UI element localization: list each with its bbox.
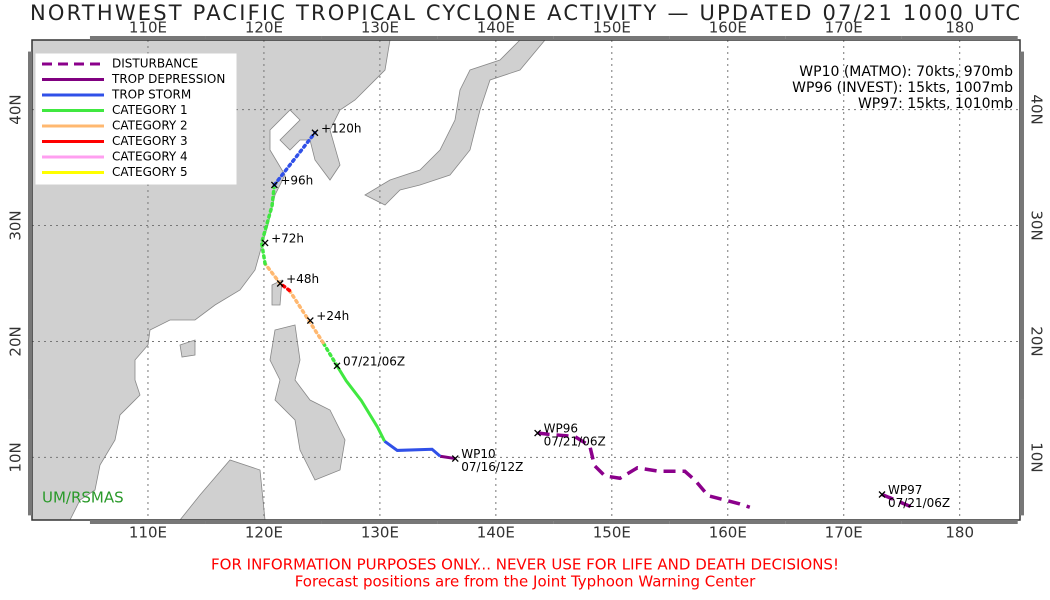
- lat-label-right: 30N: [1028, 210, 1046, 240]
- frame-tick: [669, 520, 786, 524]
- track-segment: [287, 288, 325, 345]
- lon-label-top: 120E: [245, 19, 283, 37]
- frame-tick: [437, 36, 554, 40]
- track-label: WP96: [544, 422, 578, 436]
- storm-info: WP97: 15kts, 1010mb: [858, 96, 1013, 112]
- position-marker: [534, 429, 542, 437]
- lat-label-right: 10N: [1028, 442, 1046, 472]
- philippines: [269, 324, 346, 481]
- lon-label-bottom: 180: [945, 524, 974, 542]
- legend-label: CATEGORY 2: [112, 119, 188, 133]
- legend-label: DISTURBANCE: [112, 57, 198, 71]
- frame-tick: [437, 520, 554, 524]
- track-segment: [272, 131, 317, 187]
- frame-tick: [28, 283, 32, 400]
- track-label: WP10: [461, 447, 495, 461]
- footer-note: Forecast positions are from the Joint Ty…: [295, 573, 756, 591]
- frame-tick: [205, 36, 322, 40]
- frame-tick: [321, 520, 438, 524]
- lon-label-bottom: 160E: [709, 524, 747, 542]
- frame-tick: [785, 36, 902, 40]
- lon-label-top: 160E: [709, 19, 747, 37]
- lon-label-top: 140E: [477, 19, 515, 37]
- footer-note: FOR INFORMATION PURPOSES ONLY... NEVER U…: [211, 556, 839, 574]
- track-label: 07/21/06Z: [888, 496, 950, 510]
- track-segment: [383, 439, 442, 458]
- frame-tick: [1020, 51, 1024, 168]
- frame-tick: [1020, 167, 1024, 284]
- lon-label-top: 150E: [593, 19, 631, 37]
- position-marker: [333, 362, 341, 370]
- frame-tick: [28, 51, 32, 168]
- legend-label: TROP STORM: [111, 88, 191, 102]
- position-marker: [261, 239, 269, 247]
- lon-label-top: 170E: [825, 19, 863, 37]
- track-segment: [439, 454, 456, 461]
- position-marker: [306, 317, 314, 325]
- lon-label-bottom: 110E: [129, 524, 167, 542]
- storm-info: WP10 (MATMO): 70kts, 970mb: [799, 64, 1013, 80]
- lat-label-left: 20N: [7, 326, 25, 356]
- frame-tick: [553, 36, 670, 40]
- track-label: +48h: [286, 272, 319, 286]
- frame-tick: [321, 36, 438, 40]
- legend-label: CATEGORY 4: [112, 150, 188, 164]
- watermark: UM/RSMAS: [42, 489, 124, 507]
- track-label: +120h: [321, 121, 362, 135]
- frame-tick: [28, 399, 32, 516]
- track-label: 07/21/06Z: [544, 435, 606, 449]
- lon-label-top: 130E: [361, 19, 399, 37]
- lat-label-right: 40N: [1028, 94, 1046, 124]
- legend-label: CATEGORY 1: [112, 103, 188, 117]
- track-label: WP97: [888, 483, 922, 497]
- track-segment: [537, 431, 751, 509]
- frame-tick: [205, 520, 322, 524]
- track-label: 07/21/06Z: [343, 354, 405, 368]
- position-marker: [311, 129, 319, 137]
- track-segment: [881, 492, 913, 509]
- legend-label: CATEGORY 3: [112, 134, 188, 148]
- lat-label-left: 30N: [7, 210, 25, 240]
- frame-tick: [28, 167, 32, 284]
- track-segment: [263, 262, 282, 286]
- track-segment: [321, 340, 339, 368]
- position-marker: [270, 181, 278, 189]
- lon-label-bottom: 150E: [593, 524, 631, 542]
- lon-label-top: 180: [945, 19, 974, 37]
- position-marker: [451, 455, 459, 463]
- frame-tick: [901, 36, 1018, 40]
- track-label: +72h: [271, 231, 304, 245]
- frame-tick: [785, 520, 902, 524]
- frame-tick: [669, 36, 786, 40]
- lon-label-bottom: 170E: [825, 524, 863, 542]
- frame-tick: [1020, 283, 1024, 400]
- lat-label-left: 10N: [7, 442, 25, 472]
- track-segment: [259, 183, 277, 266]
- frame-tick: [901, 520, 1018, 524]
- frame-tick: [1020, 399, 1024, 516]
- frame-tick: [89, 520, 206, 524]
- position-marker: [276, 280, 284, 287]
- frame-tick: [89, 36, 206, 40]
- track-label: +96h: [280, 173, 313, 187]
- storm-info: WP96 (INVEST): 15kts, 1007mb: [792, 80, 1013, 96]
- track-label: +24h: [316, 309, 349, 323]
- legend-label: CATEGORY 5: [112, 165, 188, 179]
- lon-label-top: 110E: [129, 19, 167, 37]
- position-marker: [878, 491, 886, 498]
- lon-label-bottom: 140E: [477, 524, 515, 542]
- legend-label: TROP DEPRESSION: [111, 72, 225, 86]
- frame-tick: [553, 520, 670, 524]
- title: NORTHWEST PACIFIC TROPICAL CYCLONE ACTIV…: [30, 1, 1020, 25]
- lat-label-right: 20N: [1028, 326, 1046, 356]
- track-label: 07/16/12Z: [461, 460, 523, 474]
- lat-label-left: 40N: [7, 94, 25, 124]
- lon-label-bottom: 120E: [245, 524, 283, 542]
- lon-label-bottom: 130E: [361, 524, 399, 542]
- legend-box: [35, 53, 237, 185]
- track-segment: [335, 365, 386, 442]
